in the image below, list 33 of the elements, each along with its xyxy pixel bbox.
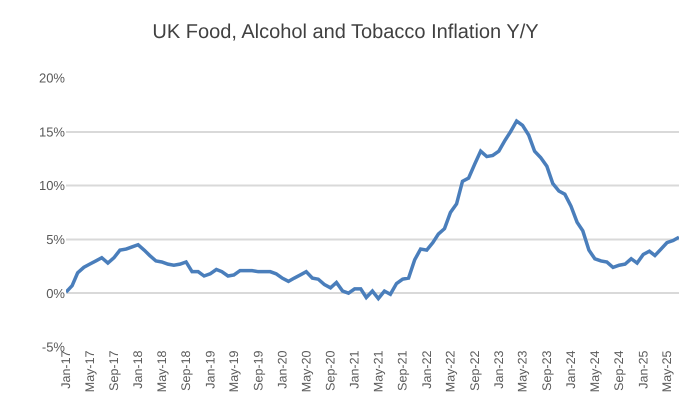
x-tick-label: May-21	[371, 350, 386, 392]
chart-title: UK Food, Alcohol and Tobacco Inflation Y/Y	[152, 20, 539, 43]
x-tick-label: Jan-19	[203, 350, 218, 389]
x-tick-label: May-23	[516, 350, 530, 392]
x-tick-label: Jan-21	[348, 350, 362, 389]
x-tick-label: Jan-22	[420, 350, 434, 389]
x-tick-label: May-22	[443, 350, 458, 392]
y-tick-label: 5%	[46, 232, 66, 247]
x-tick-label: Sep-21	[396, 350, 410, 391]
x-tick-label: Jan-20	[275, 350, 290, 389]
y-tick-label: 15%	[38, 124, 66, 140]
y-tick-label: 20%	[38, 70, 66, 86]
x-tick-label: Sep-20	[324, 350, 338, 391]
x-tick-label: May-25	[660, 350, 674, 392]
x-tick-label: Jan-25	[636, 350, 650, 389]
x-tick-label: Jan-24	[564, 350, 578, 389]
y-tick-label: 0%	[46, 286, 66, 301]
x-tick-label: Jan-23	[492, 350, 506, 389]
x-tick-label: May-20	[299, 350, 314, 392]
x-tick-label: Jan-17	[59, 350, 74, 389]
x-tick-label: May-19	[226, 350, 241, 392]
x-tick-label: Sep-22	[468, 350, 482, 391]
x-tick-label: Sep-19	[251, 350, 266, 391]
x-tick-label: Sep-18	[179, 350, 194, 391]
x-tick-label: May-24	[588, 350, 602, 392]
x-tick-label: May-17	[82, 350, 97, 392]
x-tick-label: Jan-18	[131, 350, 146, 389]
x-tick-label: Sep-17	[107, 350, 122, 391]
line-series	[66, 119, 679, 300]
x-tick-label: Sep-24	[612, 350, 626, 391]
x-tick-label: Sep-23	[540, 350, 554, 391]
y-tick-label: 10%	[38, 178, 66, 194]
x-tick-label: May-18	[154, 350, 169, 392]
